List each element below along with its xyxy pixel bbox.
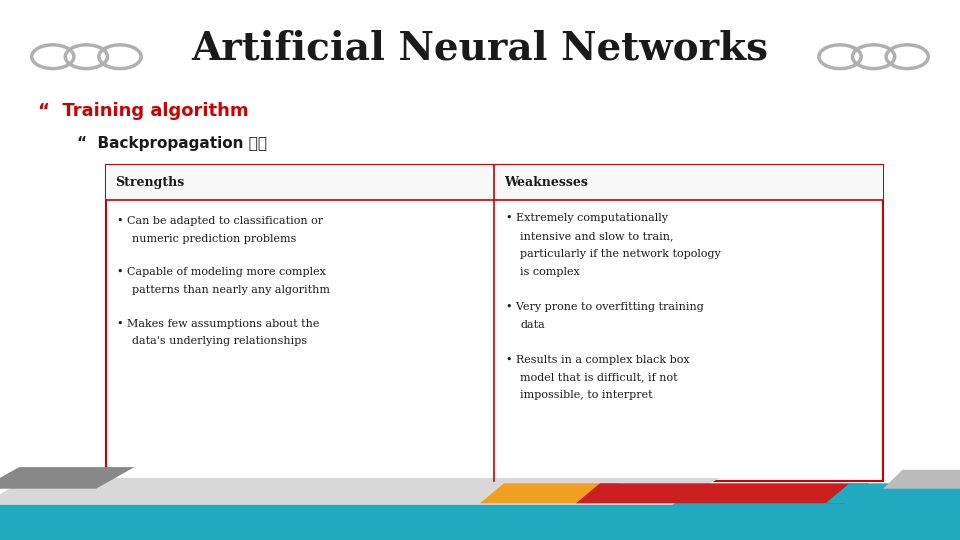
Text: Strengths: Strengths xyxy=(115,176,184,189)
Polygon shape xyxy=(576,483,869,503)
Text: model that is difficult, if not: model that is difficult, if not xyxy=(520,373,678,383)
Text: impossible, to interpret: impossible, to interpret xyxy=(520,390,653,401)
Polygon shape xyxy=(883,470,960,489)
Text: • Very prone to overfitting training: • Very prone to overfitting training xyxy=(506,302,704,312)
Text: intensive and slow to train,: intensive and slow to train, xyxy=(520,231,674,241)
Text: patterns than nearly any algorithm: patterns than nearly any algorithm xyxy=(132,285,329,295)
FancyBboxPatch shape xyxy=(106,165,883,481)
Polygon shape xyxy=(0,478,720,505)
Text: particularly if the network topology: particularly if the network topology xyxy=(520,249,721,259)
Text: • Extremely computationally: • Extremely computationally xyxy=(506,213,668,224)
Text: • Capable of modeling more complex: • Capable of modeling more complex xyxy=(117,267,326,278)
Text: data's underlying relationships: data's underlying relationships xyxy=(132,336,306,347)
Text: • Makes few assumptions about the: • Makes few assumptions about the xyxy=(117,319,320,329)
Text: • Can be adapted to classification or: • Can be adapted to classification or xyxy=(117,216,324,226)
Text: data: data xyxy=(520,320,545,330)
Text: • Results in a complex black box: • Results in a complex black box xyxy=(506,355,689,365)
Text: Artificial Neural Networks: Artificial Neural Networks xyxy=(191,30,769,68)
Text: “  Training algorithm: “ Training algorithm xyxy=(38,102,249,120)
Polygon shape xyxy=(480,483,619,503)
Text: Weaknesses: Weaknesses xyxy=(504,176,588,189)
Text: “  Backpropagation 기법: “ Backpropagation 기법 xyxy=(77,136,267,151)
FancyBboxPatch shape xyxy=(106,165,883,200)
Polygon shape xyxy=(826,483,960,503)
Polygon shape xyxy=(0,467,134,489)
Text: is complex: is complex xyxy=(520,267,580,277)
Text: numeric prediction problems: numeric prediction problems xyxy=(132,234,296,244)
Polygon shape xyxy=(0,502,960,540)
